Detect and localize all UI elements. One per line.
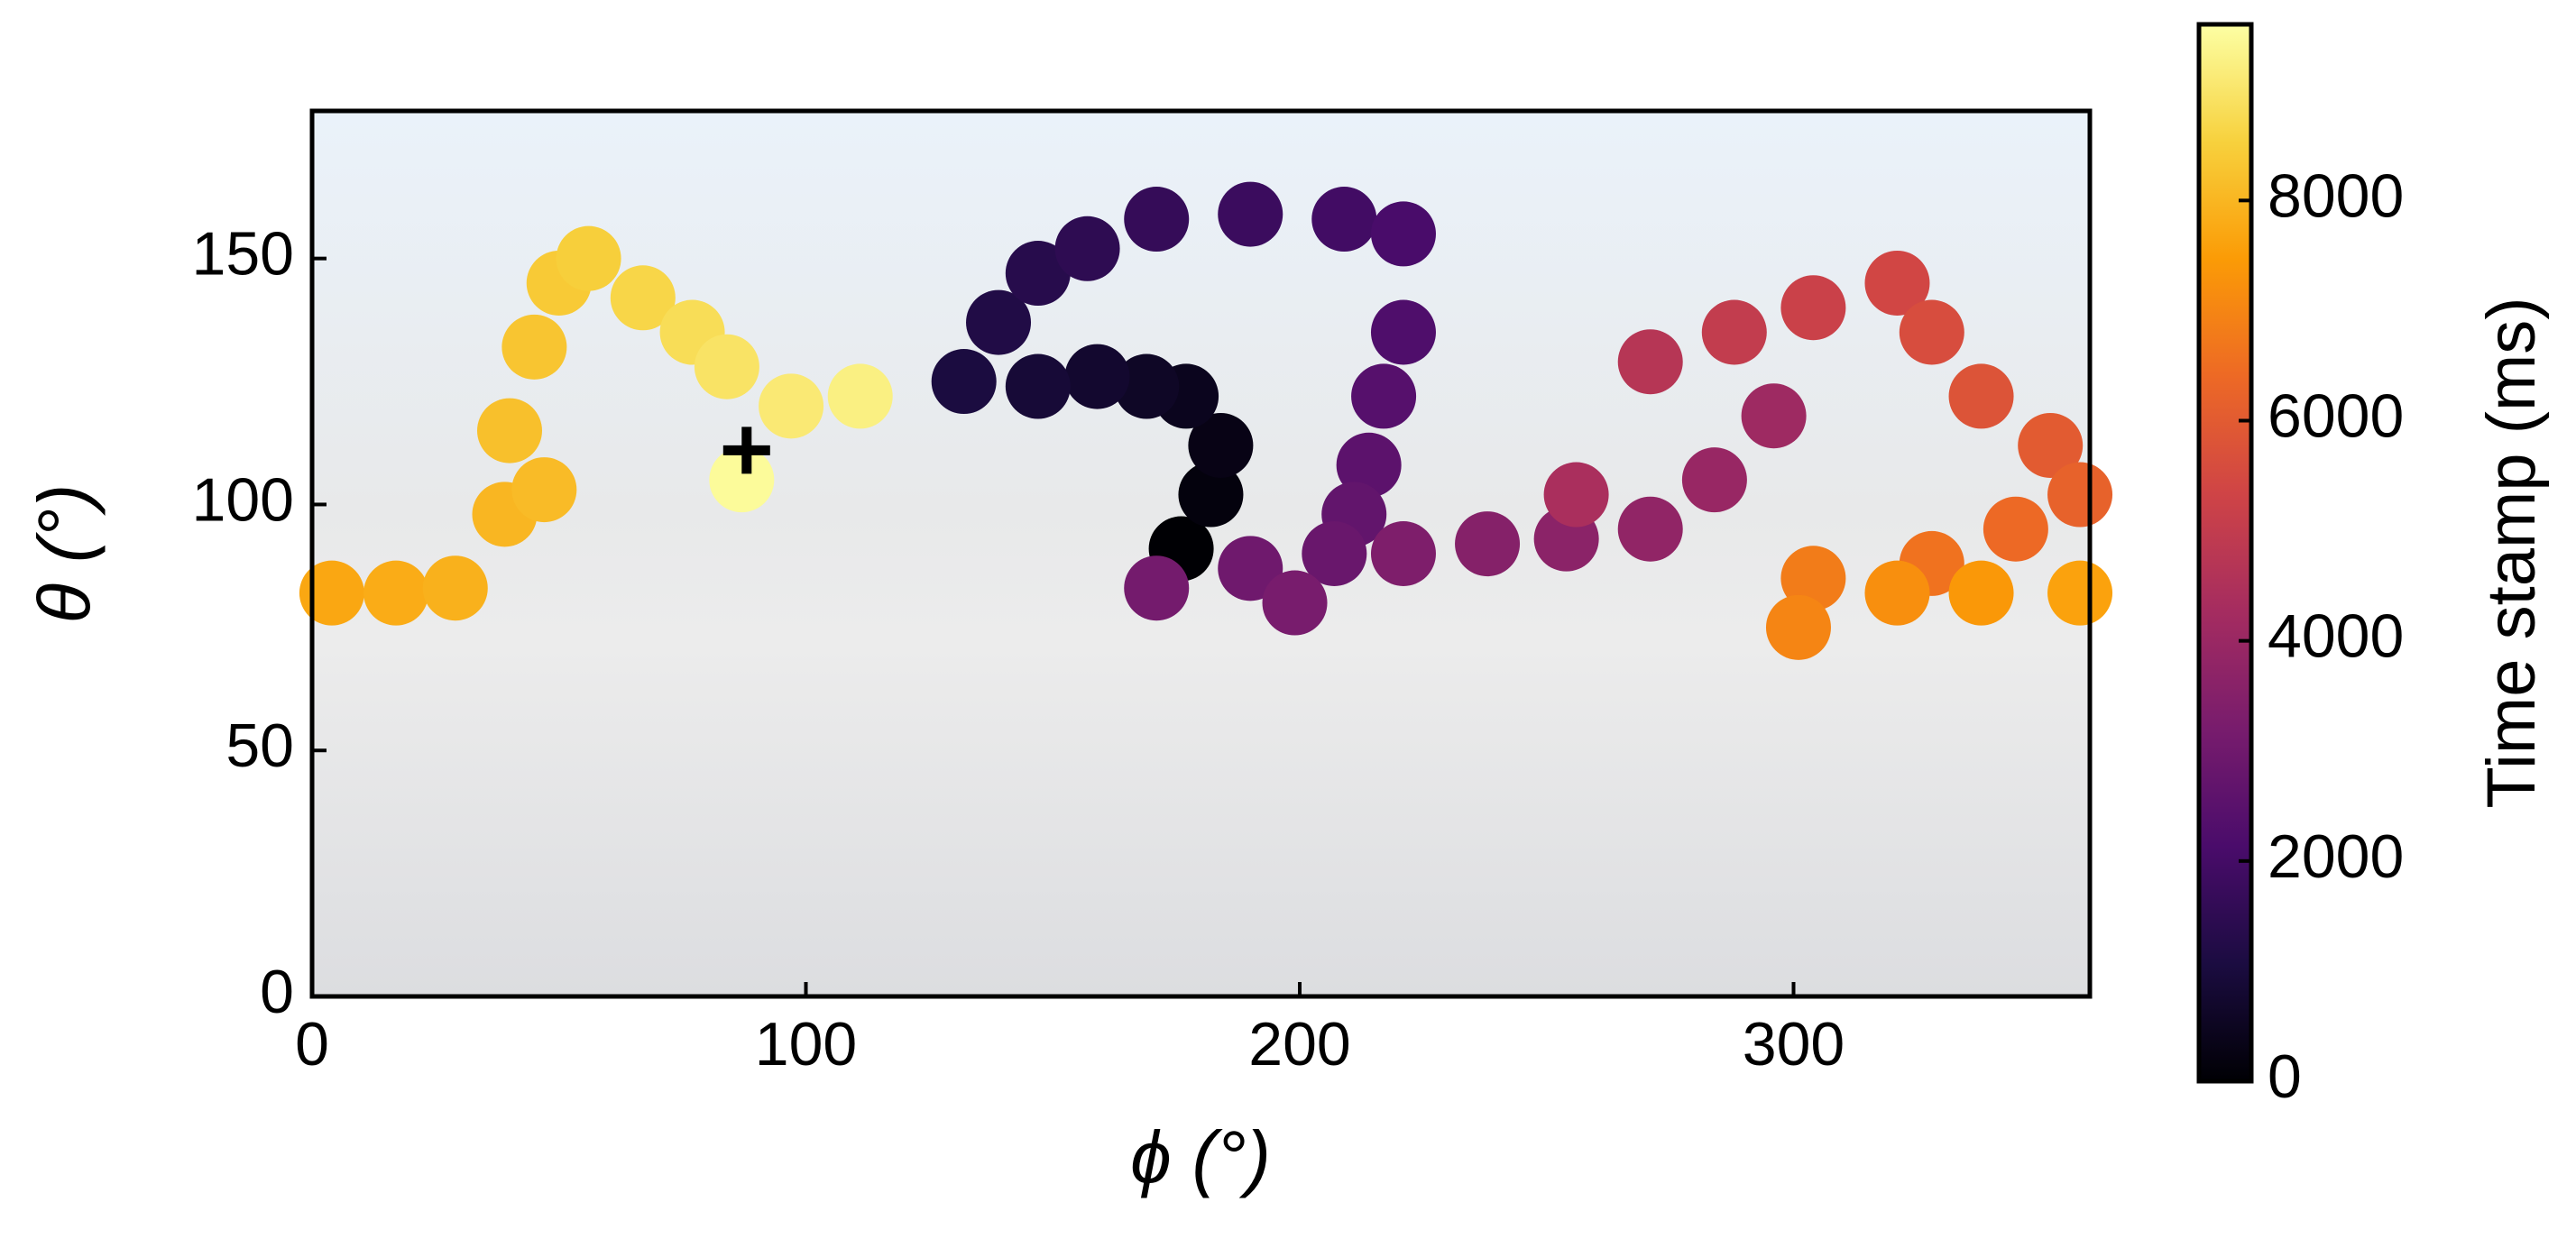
scatter-point bbox=[1370, 299, 1436, 365]
scatter-point bbox=[1262, 570, 1328, 636]
scatter-point bbox=[1983, 496, 2048, 562]
y-tick-label: 0 bbox=[260, 958, 294, 1026]
scatter-point bbox=[2047, 560, 2113, 626]
y-tick-label: 100 bbox=[192, 465, 294, 534]
scatter-point bbox=[1114, 353, 1180, 419]
x-tick-label: 200 bbox=[1248, 1010, 1350, 1078]
scatter-point bbox=[1948, 363, 2014, 429]
scatter-point bbox=[827, 363, 893, 429]
scatter-point bbox=[1218, 536, 1283, 601]
scatter-point bbox=[1124, 555, 1190, 621]
y-axis-label: θ (°) bbox=[24, 484, 106, 624]
x-axis-label: ϕ (°) bbox=[1130, 1117, 1271, 1199]
x-tick-label: 100 bbox=[755, 1010, 857, 1078]
scatter-point bbox=[1351, 363, 1417, 429]
y-tick-label: 150 bbox=[192, 220, 294, 289]
scatter-point bbox=[1370, 521, 1436, 586]
scatter-point bbox=[2018, 412, 2084, 478]
y-tick-label: 50 bbox=[225, 711, 294, 780]
scatter-point bbox=[1064, 344, 1130, 409]
scatter-point bbox=[709, 447, 775, 513]
scatter-point bbox=[1188, 412, 1254, 478]
scatter-point bbox=[1617, 329, 1683, 395]
scatter-point bbox=[1780, 275, 1846, 341]
scatter-point bbox=[966, 289, 1032, 355]
scatter-point bbox=[1311, 187, 1377, 252]
scatter-point bbox=[931, 349, 997, 415]
scatter-point bbox=[477, 398, 542, 463]
scatter-point bbox=[1218, 181, 1283, 247]
scatter-point bbox=[556, 225, 621, 291]
axes-frame bbox=[309, 108, 2093, 999]
scatter-point bbox=[759, 373, 824, 439]
scatter-point bbox=[1617, 496, 1683, 562]
scatter-point bbox=[1543, 462, 1609, 528]
scatter-point bbox=[1005, 241, 1071, 307]
cross-marker bbox=[722, 427, 770, 474]
scatter-point bbox=[422, 555, 488, 621]
colorbar bbox=[2196, 22, 2254, 1084]
scatter-point bbox=[1681, 447, 1747, 513]
scatter-point bbox=[299, 560, 364, 626]
scatter-point bbox=[1765, 594, 1831, 660]
scatter-point bbox=[1899, 299, 1964, 365]
scatter-point bbox=[694, 334, 759, 399]
colorbar-tick-label: 4000 bbox=[2268, 602, 2404, 671]
scatter-point bbox=[363, 560, 429, 626]
scatter-point bbox=[1864, 560, 1930, 626]
scatter-point bbox=[501, 314, 567, 380]
scatter-point bbox=[1370, 201, 1436, 267]
scatter-point bbox=[1302, 521, 1367, 586]
scatter-point bbox=[1178, 462, 1244, 528]
scatter-point bbox=[1455, 511, 1521, 577]
colorbar-tick-label: 0 bbox=[2268, 1042, 2302, 1111]
scatter-point bbox=[2047, 462, 2113, 528]
scatter-point bbox=[1054, 216, 1120, 281]
scatter-point bbox=[1864, 250, 1930, 316]
x-tick-label: 300 bbox=[1743, 1010, 1845, 1078]
colorbar-tick-label: 6000 bbox=[2268, 381, 2404, 450]
colorbar-tick-label: 2000 bbox=[2268, 822, 2404, 891]
scatter-point bbox=[1948, 560, 2014, 626]
scatter-point bbox=[1005, 353, 1071, 419]
colorbar-label: Time stamp (ms) bbox=[2473, 297, 2550, 808]
scatter-point bbox=[1701, 299, 1767, 365]
scatter-point bbox=[1124, 187, 1190, 252]
scatter-point bbox=[1336, 432, 1402, 498]
scatter-point bbox=[1741, 383, 1807, 449]
scatter-point bbox=[511, 457, 577, 523]
scatter-point bbox=[610, 265, 676, 331]
colorbar-tick-label: 8000 bbox=[2268, 161, 2404, 230]
scatter-point bbox=[1780, 546, 1846, 611]
x-tick-label: 0 bbox=[295, 1010, 329, 1078]
